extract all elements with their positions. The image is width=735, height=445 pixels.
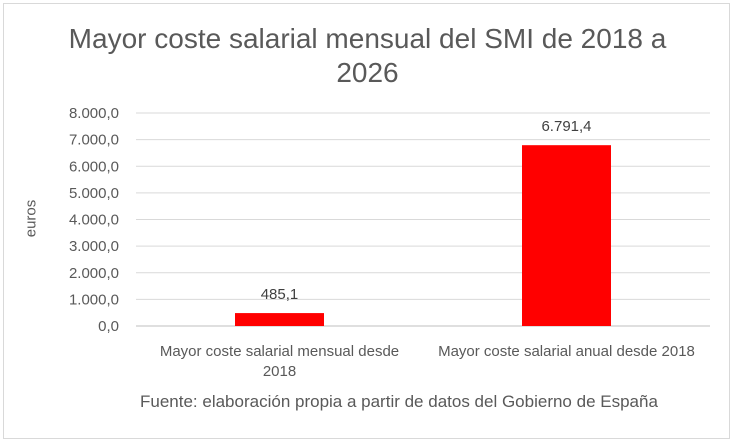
y-tick-label: 6.000,0 [69,158,119,175]
y-tick-label: 4.000,0 [69,212,119,229]
x-tick-label: Mayor coste salarial anual desde 2018 [438,343,695,360]
y-tick-label: 0,0 [98,318,119,335]
y-tick-label: 8.000,0 [69,105,119,122]
source-note: Fuente: elaboración propia a partir de d… [140,392,658,411]
x-tick-label: 2018 [263,363,296,380]
bar [522,145,611,326]
data-label: 6.791,4 [541,118,591,135]
y-tick-label: 7.000,0 [69,132,119,149]
x-tick-label: Mayor coste salarial mensual desde [160,343,399,360]
chart-frame [3,3,730,439]
y-tick-label: 3.000,0 [69,238,119,255]
chart-title: Mayor coste salarial mensual del SMI de … [68,23,667,88]
y-tick-label: 5.000,0 [69,185,119,202]
bar [235,313,324,326]
y-tick-label: 1.000,0 [69,291,119,308]
data-label: 485,1 [261,286,299,303]
y-tick-label: 2.000,0 [69,265,119,282]
